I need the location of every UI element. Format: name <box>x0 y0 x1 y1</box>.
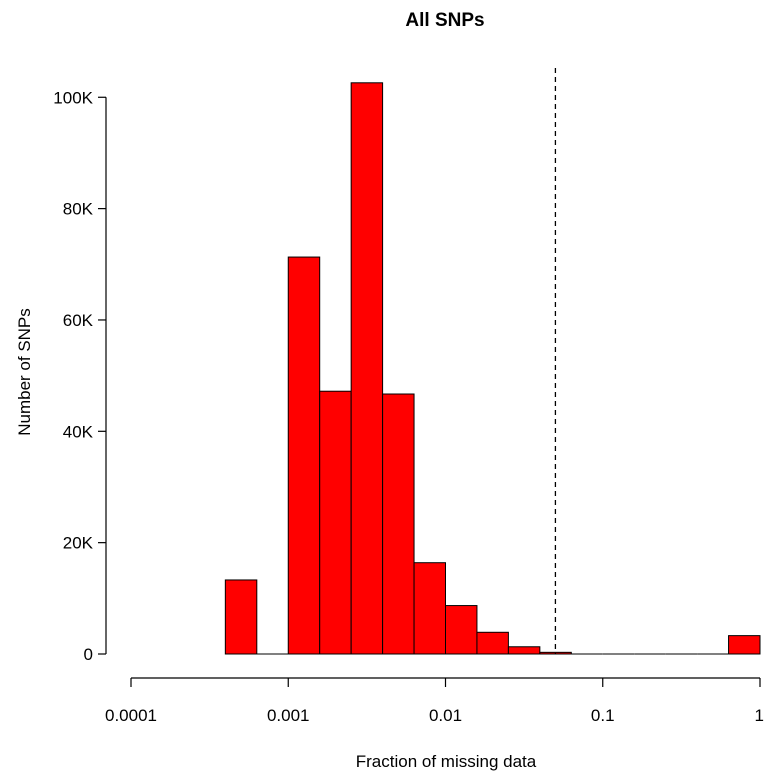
histogram-bar-7 <box>445 605 478 655</box>
y-axis-ticks: 0 20K 40K 60K 80K 100K <box>53 88 106 664</box>
histogram-bar-4 <box>350 82 384 655</box>
chart-title: All SNPs <box>405 10 484 31</box>
histogram-bar-16 <box>728 635 761 655</box>
histogram-bar-2 <box>287 256 321 655</box>
y-tick-label-2: 40K <box>63 422 94 441</box>
y-tick-label-3: 60K <box>63 311 94 330</box>
x-tick-label-2: 0.01 <box>429 706 462 725</box>
y-tick-label-5: 100K <box>53 88 93 107</box>
x-axis-ticks: 0.0001 0.001 0.01 0.1 1 <box>105 678 764 725</box>
histogram-bar-3 <box>319 390 352 655</box>
x-tick-label-1: 0.001 <box>267 706 310 725</box>
y-axis-label: Number of SNPs <box>15 308 34 436</box>
plot-area <box>224 82 761 655</box>
y-tick-label-4: 80K <box>63 200 94 219</box>
x-axis-label: Fraction of missing data <box>356 752 537 771</box>
y-tick-label-1: 20K <box>63 534 94 553</box>
histogram-bar-9 <box>507 646 541 655</box>
y-tick-label-0: 0 <box>84 645 93 664</box>
x-tick-label-4: 1 <box>755 706 764 725</box>
histogram-bar-6 <box>413 562 447 655</box>
histogram-bar-0 <box>224 579 258 655</box>
x-tick-label-3: 0.1 <box>591 706 615 725</box>
histogram-bar-8 <box>476 631 509 655</box>
histogram-bar-5 <box>382 393 415 655</box>
x-tick-label-0: 0.0001 <box>105 706 157 725</box>
